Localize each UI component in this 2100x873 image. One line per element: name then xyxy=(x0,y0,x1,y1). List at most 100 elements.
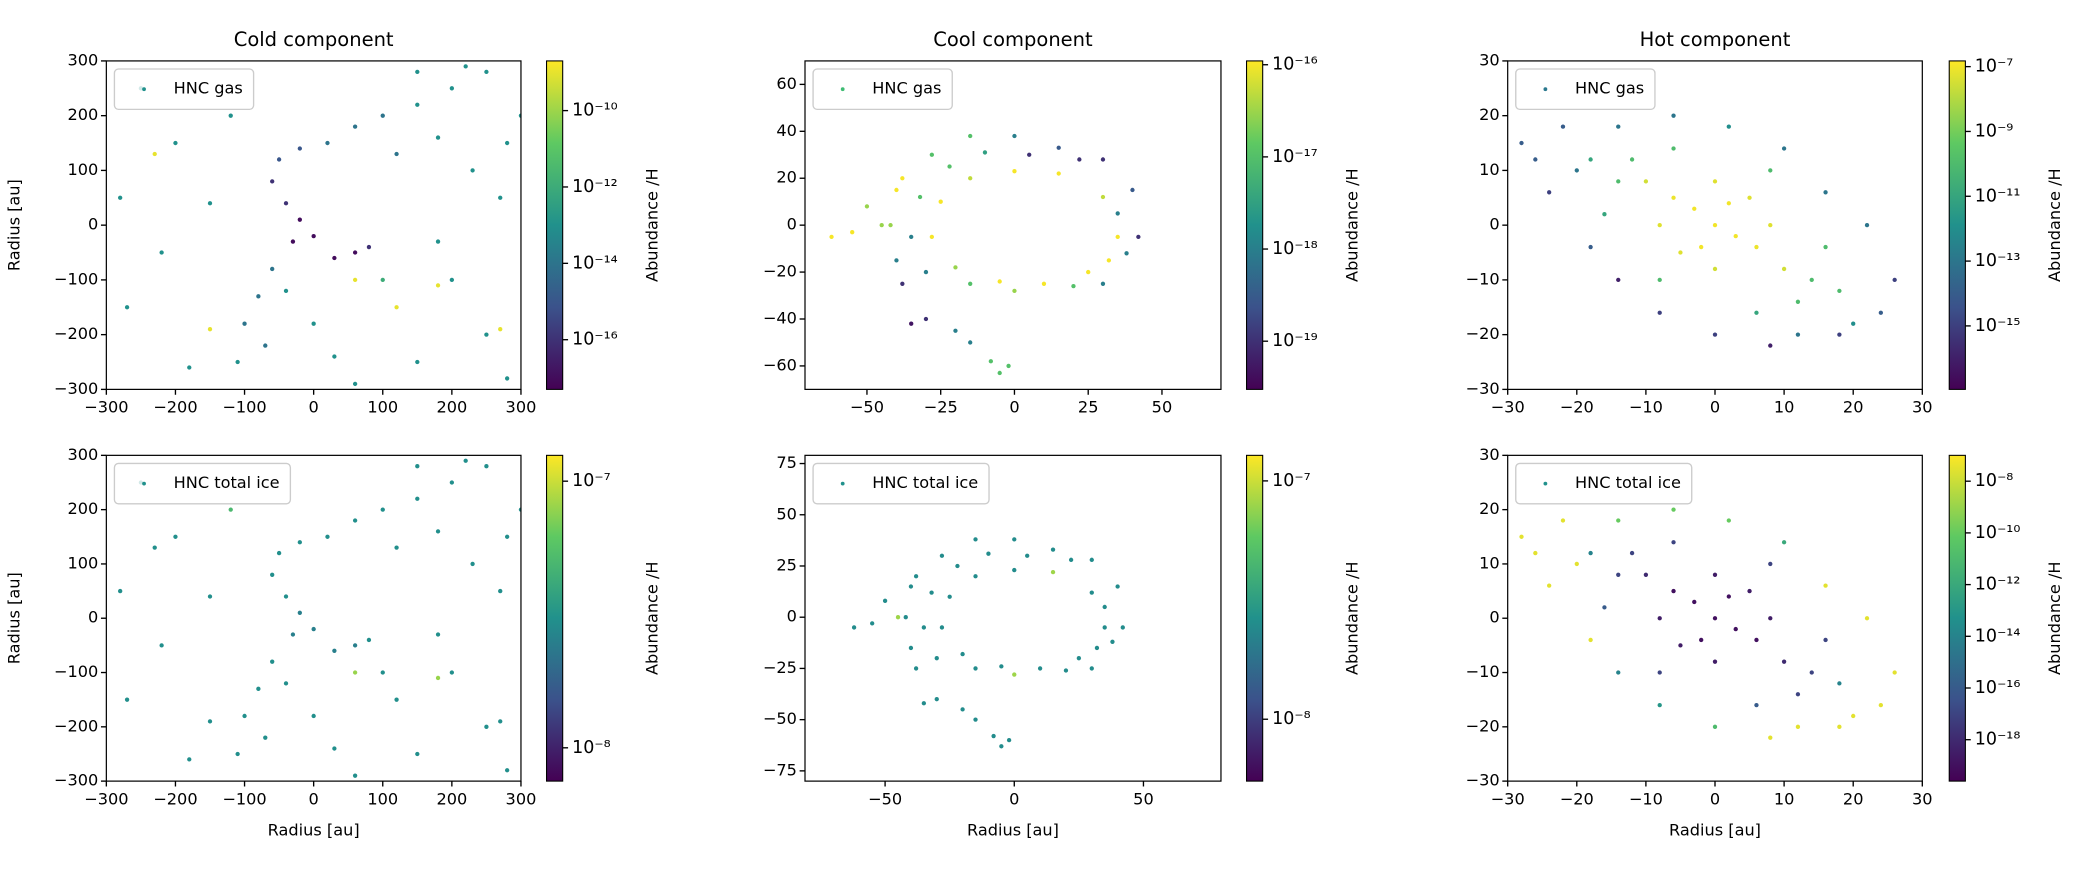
point xyxy=(1089,590,1094,595)
point xyxy=(1037,666,1043,671)
point xyxy=(470,168,475,173)
y-tick-label: 0 xyxy=(787,215,797,234)
point xyxy=(1754,310,1759,315)
point xyxy=(394,151,399,157)
point xyxy=(1050,547,1056,552)
point xyxy=(1754,637,1759,643)
x-tick-label: −30 xyxy=(1491,398,1525,417)
point xyxy=(1588,157,1593,162)
y-axis-label: Radius [au] xyxy=(4,572,23,664)
point xyxy=(311,321,316,326)
point xyxy=(1547,190,1552,195)
point xyxy=(1616,572,1621,577)
point xyxy=(332,648,337,653)
point xyxy=(1056,171,1061,176)
point xyxy=(366,244,372,250)
point xyxy=(394,305,399,310)
point xyxy=(968,176,973,181)
colorbar-label: Abundance /H xyxy=(2045,168,2064,282)
y-tick-label: −20 xyxy=(763,262,797,281)
point xyxy=(1733,233,1738,239)
point xyxy=(882,598,888,603)
point xyxy=(894,187,899,193)
point xyxy=(235,751,240,757)
point xyxy=(921,625,927,630)
point xyxy=(968,340,973,345)
colorbar-tick-label: 10⁻¹¹ xyxy=(1975,186,2021,206)
point xyxy=(435,135,441,140)
point xyxy=(283,594,289,599)
x-tick-label: 0 xyxy=(309,789,319,808)
point xyxy=(888,222,893,228)
legend-label: HNC gas xyxy=(872,79,941,98)
point xyxy=(1712,659,1718,664)
x-tick-label: 10 xyxy=(1774,789,1795,808)
colorbar-tick-label: 10⁻¹³ xyxy=(1975,251,2021,271)
y-tick-label: 200 xyxy=(67,499,98,518)
point xyxy=(1519,534,1524,539)
colorbar-tick-label: 10⁻⁸ xyxy=(1975,471,2014,491)
x-axis-label: Radius [au] xyxy=(1669,820,1761,839)
point xyxy=(332,255,337,261)
point xyxy=(1712,179,1718,184)
colorbar-tick-label: 10⁻¹⁷ xyxy=(1272,147,1318,167)
point xyxy=(484,69,489,75)
point xyxy=(124,305,130,310)
point xyxy=(1602,605,1607,610)
colorbar-tick-label: 10⁻⁸ xyxy=(572,738,611,758)
point xyxy=(1110,639,1115,644)
points xyxy=(118,458,521,778)
point xyxy=(1692,599,1697,605)
x-tick-label: −20 xyxy=(1560,789,1594,808)
point xyxy=(207,594,213,599)
y-axis-label: Radius [au] xyxy=(4,179,23,271)
point xyxy=(1712,222,1718,228)
point xyxy=(1795,692,1801,697)
point xyxy=(1629,550,1635,556)
point xyxy=(283,201,289,206)
x-tick-label: −50 xyxy=(850,398,884,417)
point xyxy=(1768,616,1773,621)
point xyxy=(1574,561,1579,567)
point xyxy=(850,230,855,235)
legend-box xyxy=(113,462,292,505)
x-tick-label: 50 xyxy=(1152,398,1173,417)
point xyxy=(435,675,441,681)
point xyxy=(394,697,399,702)
point xyxy=(498,195,503,200)
point xyxy=(1781,659,1787,664)
point xyxy=(1878,702,1883,708)
x-axis-label: Radius [au] xyxy=(967,820,1059,839)
point xyxy=(1878,310,1883,315)
colorbar-tick-label: 10⁻¹⁹ xyxy=(1272,331,1318,351)
point xyxy=(352,277,358,283)
point xyxy=(270,179,275,184)
colorbar-tick-label: 10⁻¹⁰ xyxy=(1975,523,2021,543)
point xyxy=(352,381,358,387)
point xyxy=(1616,518,1621,523)
point xyxy=(207,201,213,206)
point xyxy=(297,540,302,545)
point xyxy=(1100,281,1106,286)
point xyxy=(1671,507,1676,512)
y-tick-label: −200 xyxy=(54,716,98,735)
point xyxy=(968,133,973,139)
point xyxy=(1781,266,1787,272)
point xyxy=(187,757,192,762)
x-tick-label: −300 xyxy=(84,789,128,808)
point xyxy=(851,625,857,630)
point xyxy=(960,707,965,712)
point xyxy=(829,234,834,240)
point xyxy=(1671,540,1676,545)
point xyxy=(938,199,943,204)
point xyxy=(1071,284,1076,289)
point xyxy=(1747,195,1752,200)
point xyxy=(415,102,420,107)
x-tick-label: 10 xyxy=(1774,398,1795,417)
point xyxy=(484,464,489,469)
point xyxy=(934,656,939,661)
y-tick-label: 20 xyxy=(1479,499,1500,518)
point xyxy=(1851,713,1856,719)
colorbar-tick-label: 10⁻⁹ xyxy=(1975,121,2014,141)
